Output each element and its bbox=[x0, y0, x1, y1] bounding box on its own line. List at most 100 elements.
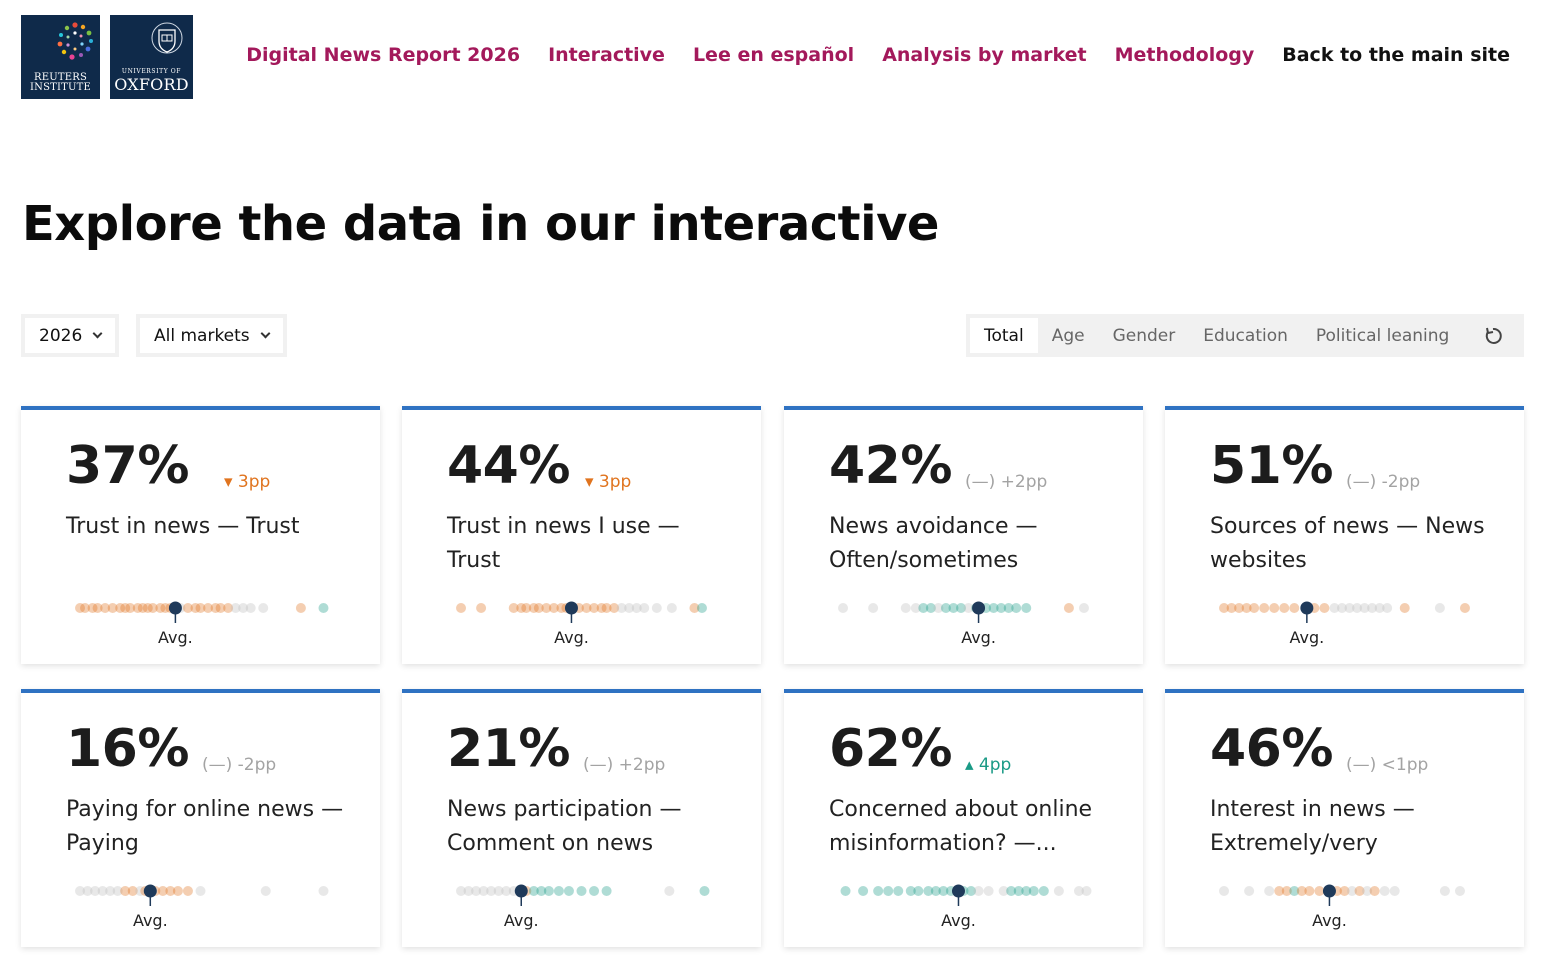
stat-card[interactable]: 21% (—) +2pp News participation — Commen… bbox=[402, 689, 761, 947]
market-dot[interactable] bbox=[1053, 886, 1064, 896]
market-dot[interactable] bbox=[471, 886, 482, 896]
market-dot[interactable] bbox=[533, 603, 544, 613]
market-dot[interactable] bbox=[631, 603, 642, 613]
tab-political-leaning[interactable]: Political leaning bbox=[1315, 325, 1450, 346]
market-dot[interactable] bbox=[940, 603, 951, 613]
market-dot[interactable] bbox=[983, 886, 994, 896]
market-dot[interactable] bbox=[963, 603, 974, 613]
market-dot[interactable] bbox=[318, 603, 329, 613]
market-dot[interactable] bbox=[105, 886, 116, 896]
market-dot[interactable] bbox=[1389, 886, 1400, 896]
market-dot[interactable] bbox=[155, 603, 166, 613]
market-dot[interactable] bbox=[528, 603, 539, 613]
market-dot[interactable] bbox=[1374, 603, 1385, 613]
market-dot[interactable] bbox=[1081, 886, 1092, 896]
stat-card[interactable]: 16% (—) -2pp Paying for online news — Pa… bbox=[21, 689, 380, 947]
market-dot[interactable] bbox=[948, 603, 959, 613]
market-dot[interactable] bbox=[910, 603, 921, 613]
market-dot[interactable] bbox=[883, 886, 894, 896]
market-dot[interactable] bbox=[596, 603, 607, 613]
market-dot[interactable] bbox=[92, 603, 103, 613]
market-dot[interactable] bbox=[147, 603, 158, 613]
market-dot[interactable] bbox=[1354, 886, 1365, 896]
market-dot[interactable] bbox=[1063, 603, 1074, 613]
market-dot[interactable] bbox=[893, 886, 904, 896]
market-dot[interactable] bbox=[1281, 886, 1292, 896]
market-dot[interactable] bbox=[1259, 603, 1270, 613]
stat-card[interactable]: 46% (—) <1pp Interest in news — Extremel… bbox=[1165, 689, 1524, 947]
market-dot[interactable] bbox=[553, 886, 564, 896]
market-dot[interactable] bbox=[1013, 886, 1024, 896]
market-dot[interactable] bbox=[541, 603, 552, 613]
market-dot[interactable] bbox=[195, 603, 206, 613]
market-dot[interactable] bbox=[107, 603, 118, 613]
market-dot[interactable] bbox=[486, 886, 497, 896]
market-dot[interactable] bbox=[696, 603, 707, 613]
market-dot[interactable] bbox=[1352, 603, 1363, 613]
market-dot[interactable] bbox=[112, 886, 123, 896]
market-dot[interactable] bbox=[609, 603, 620, 613]
market-dot[interactable] bbox=[838, 603, 849, 613]
market-dot[interactable] bbox=[548, 603, 559, 613]
market-dot[interactable] bbox=[1028, 886, 1039, 896]
market-dot[interactable] bbox=[1011, 603, 1022, 613]
market-dot[interactable] bbox=[1336, 603, 1347, 613]
market-dot[interactable] bbox=[1362, 886, 1373, 896]
tab-gender[interactable]: Gender bbox=[1112, 325, 1176, 346]
market-dot[interactable] bbox=[521, 603, 532, 613]
market-dot[interactable] bbox=[938, 886, 949, 896]
nav-analysis-by-market[interactable]: Analysis by market bbox=[882, 44, 1087, 66]
market-dot[interactable] bbox=[1219, 603, 1230, 613]
stat-card[interactable]: 37% ▾ 3pp Trust in news — Trust Avg. bbox=[21, 406, 380, 664]
market-dot[interactable] bbox=[1319, 603, 1330, 613]
stat-card[interactable]: 42% (—) +2pp News avoidance — Often/some… bbox=[784, 406, 1143, 664]
market-dot[interactable] bbox=[923, 886, 934, 896]
avg-marker[interactable] bbox=[1300, 601, 1314, 615]
market-dot[interactable] bbox=[463, 886, 474, 896]
market-dot[interactable] bbox=[858, 886, 869, 896]
market-dot[interactable] bbox=[80, 603, 91, 613]
market-dot[interactable] bbox=[238, 603, 249, 613]
market-dot[interactable] bbox=[215, 603, 226, 613]
market-dot[interactable] bbox=[295, 603, 306, 613]
market-dot[interactable] bbox=[97, 886, 108, 896]
market-dot[interactable] bbox=[1399, 603, 1410, 613]
market-dot[interactable] bbox=[651, 603, 662, 613]
market-dot[interactable] bbox=[1289, 886, 1300, 896]
market-dot[interactable] bbox=[589, 603, 600, 613]
avg-marker[interactable] bbox=[143, 884, 157, 898]
market-dot[interactable] bbox=[135, 886, 146, 896]
market-dot[interactable] bbox=[918, 603, 929, 613]
nav-lee-en-espanol[interactable]: Lee en español bbox=[692, 44, 855, 66]
market-dot[interactable] bbox=[223, 603, 234, 613]
avg-marker[interactable] bbox=[168, 601, 182, 615]
market-dot[interactable] bbox=[1439, 886, 1450, 896]
market-dot[interactable] bbox=[120, 886, 131, 896]
market-dot[interactable] bbox=[563, 886, 574, 896]
market-dot[interactable] bbox=[132, 603, 143, 613]
market-dot[interactable] bbox=[195, 886, 206, 896]
market-dot[interactable] bbox=[905, 886, 916, 896]
market-dot[interactable] bbox=[1021, 886, 1032, 896]
market-dot[interactable] bbox=[1269, 603, 1280, 613]
market-dot[interactable] bbox=[616, 603, 627, 613]
stat-card[interactable]: 44% ▾ 3pp Trust in news I use — Trust Av… bbox=[402, 406, 761, 664]
market-dot[interactable] bbox=[1264, 886, 1275, 896]
market-dot[interactable] bbox=[1274, 886, 1285, 896]
market-dot[interactable] bbox=[1459, 603, 1470, 613]
avg-marker[interactable] bbox=[564, 601, 578, 615]
market-dot[interactable] bbox=[1296, 886, 1307, 896]
market-dot[interactable] bbox=[1078, 603, 1089, 613]
market-dot[interactable] bbox=[182, 886, 193, 896]
market-dot[interactable] bbox=[576, 886, 587, 896]
market-dot[interactable] bbox=[127, 886, 138, 896]
market-dot[interactable] bbox=[157, 886, 168, 896]
market-dot[interactable] bbox=[1249, 603, 1260, 613]
market-dot[interactable] bbox=[1369, 886, 1380, 896]
market-dot[interactable] bbox=[930, 886, 941, 896]
market-dot[interactable] bbox=[925, 603, 936, 613]
market-dot[interactable] bbox=[1279, 603, 1290, 613]
market-dot[interactable] bbox=[624, 603, 635, 613]
market-dot[interactable] bbox=[601, 603, 612, 613]
market-dot[interactable] bbox=[536, 886, 547, 896]
